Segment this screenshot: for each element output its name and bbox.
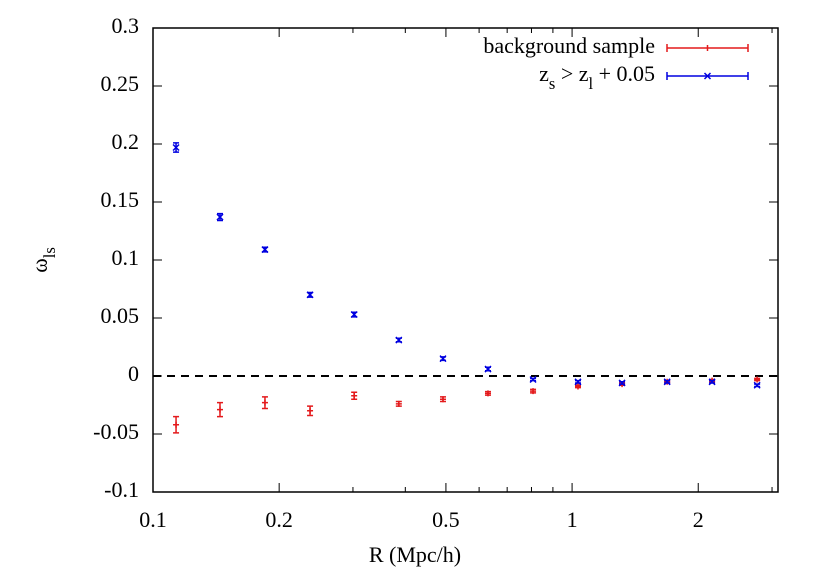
x-tick-label: 0.2 bbox=[265, 507, 293, 532]
data-point bbox=[754, 376, 761, 383]
x-axis-label: R (Mpc/h) bbox=[369, 542, 461, 567]
x-tick-label: 0.1 bbox=[139, 507, 167, 532]
y-tick-label: 0.25 bbox=[101, 71, 140, 96]
y-tick-label: 0.1 bbox=[112, 245, 140, 270]
data-point bbox=[574, 383, 581, 390]
data-point bbox=[395, 336, 403, 344]
data-point bbox=[261, 399, 268, 406]
data-point bbox=[708, 378, 716, 386]
legend-swatch bbox=[666, 72, 749, 80]
y-axis-label: ωls bbox=[27, 247, 59, 273]
data-point bbox=[663, 378, 671, 386]
data-point bbox=[216, 406, 223, 413]
data-point bbox=[351, 392, 358, 399]
y-tick-label: -0.1 bbox=[104, 477, 139, 502]
data-point bbox=[350, 310, 358, 319]
y-tick-label: 0 bbox=[128, 361, 139, 386]
legend-label: zs > zl + 0.05 bbox=[539, 61, 655, 93]
x-tick-label: 2 bbox=[693, 507, 704, 532]
data-point bbox=[530, 388, 537, 395]
data-point bbox=[439, 396, 446, 403]
y-tick-label: 0.15 bbox=[101, 187, 140, 212]
data-point bbox=[395, 400, 402, 407]
plot-frame bbox=[152, 27, 779, 493]
x-tick-label: 1 bbox=[567, 507, 578, 532]
data-point bbox=[574, 378, 582, 386]
y-tick-label: 0.05 bbox=[101, 303, 140, 328]
data-point bbox=[753, 381, 761, 389]
data-point bbox=[618, 379, 626, 387]
data-point bbox=[307, 407, 314, 414]
legend-label: background sample bbox=[483, 33, 655, 58]
data-point bbox=[216, 213, 224, 221]
data-point bbox=[529, 375, 537, 384]
y-tick-label: 0.2 bbox=[112, 129, 140, 154]
data-point bbox=[439, 355, 447, 363]
x-tick-label: 0.5 bbox=[432, 507, 460, 532]
y-tick-label: 0.3 bbox=[112, 13, 140, 38]
legend-swatch bbox=[666, 44, 749, 52]
data-point bbox=[484, 390, 491, 397]
data-point bbox=[173, 421, 180, 428]
data-point bbox=[172, 143, 180, 152]
data-point bbox=[484, 365, 492, 373]
y-tick-label: -0.05 bbox=[93, 419, 139, 444]
data-point bbox=[306, 291, 314, 299]
data-point bbox=[261, 246, 269, 254]
